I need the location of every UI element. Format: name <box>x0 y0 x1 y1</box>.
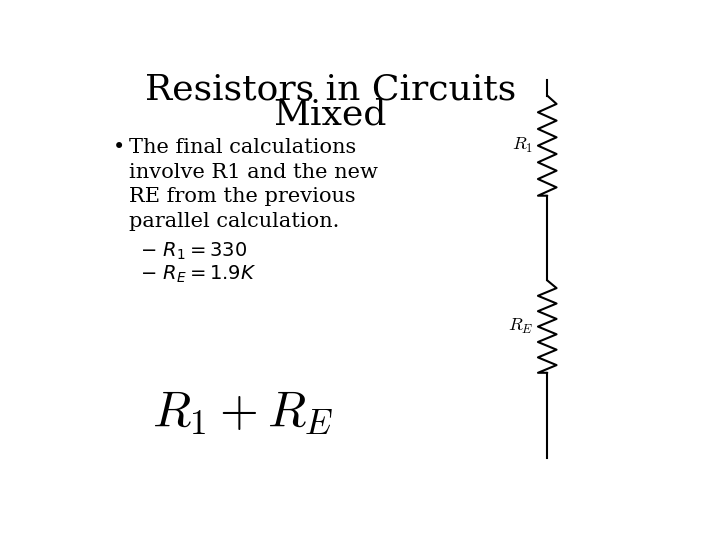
Text: Resistors in Circuits: Resistors in Circuits <box>145 72 516 106</box>
Text: •: • <box>113 138 125 157</box>
Text: Mixed: Mixed <box>274 97 387 131</box>
Text: The final calculations: The final calculations <box>129 138 356 157</box>
Text: $R_1$: $R_1$ <box>512 136 534 155</box>
Text: $-\ R_E = 1.9K$: $-\ R_E = 1.9K$ <box>140 264 257 285</box>
Text: $R_E$: $R_E$ <box>508 317 534 336</box>
Text: $-\ R_1 = 330$: $-\ R_1 = 330$ <box>140 240 248 262</box>
Text: RE from the previous: RE from the previous <box>129 187 356 206</box>
Text: involve R1 and the new: involve R1 and the new <box>129 163 377 181</box>
Text: $R_1 + R_E$: $R_1 + R_E$ <box>152 388 333 436</box>
Text: parallel calculation.: parallel calculation. <box>129 212 339 231</box>
